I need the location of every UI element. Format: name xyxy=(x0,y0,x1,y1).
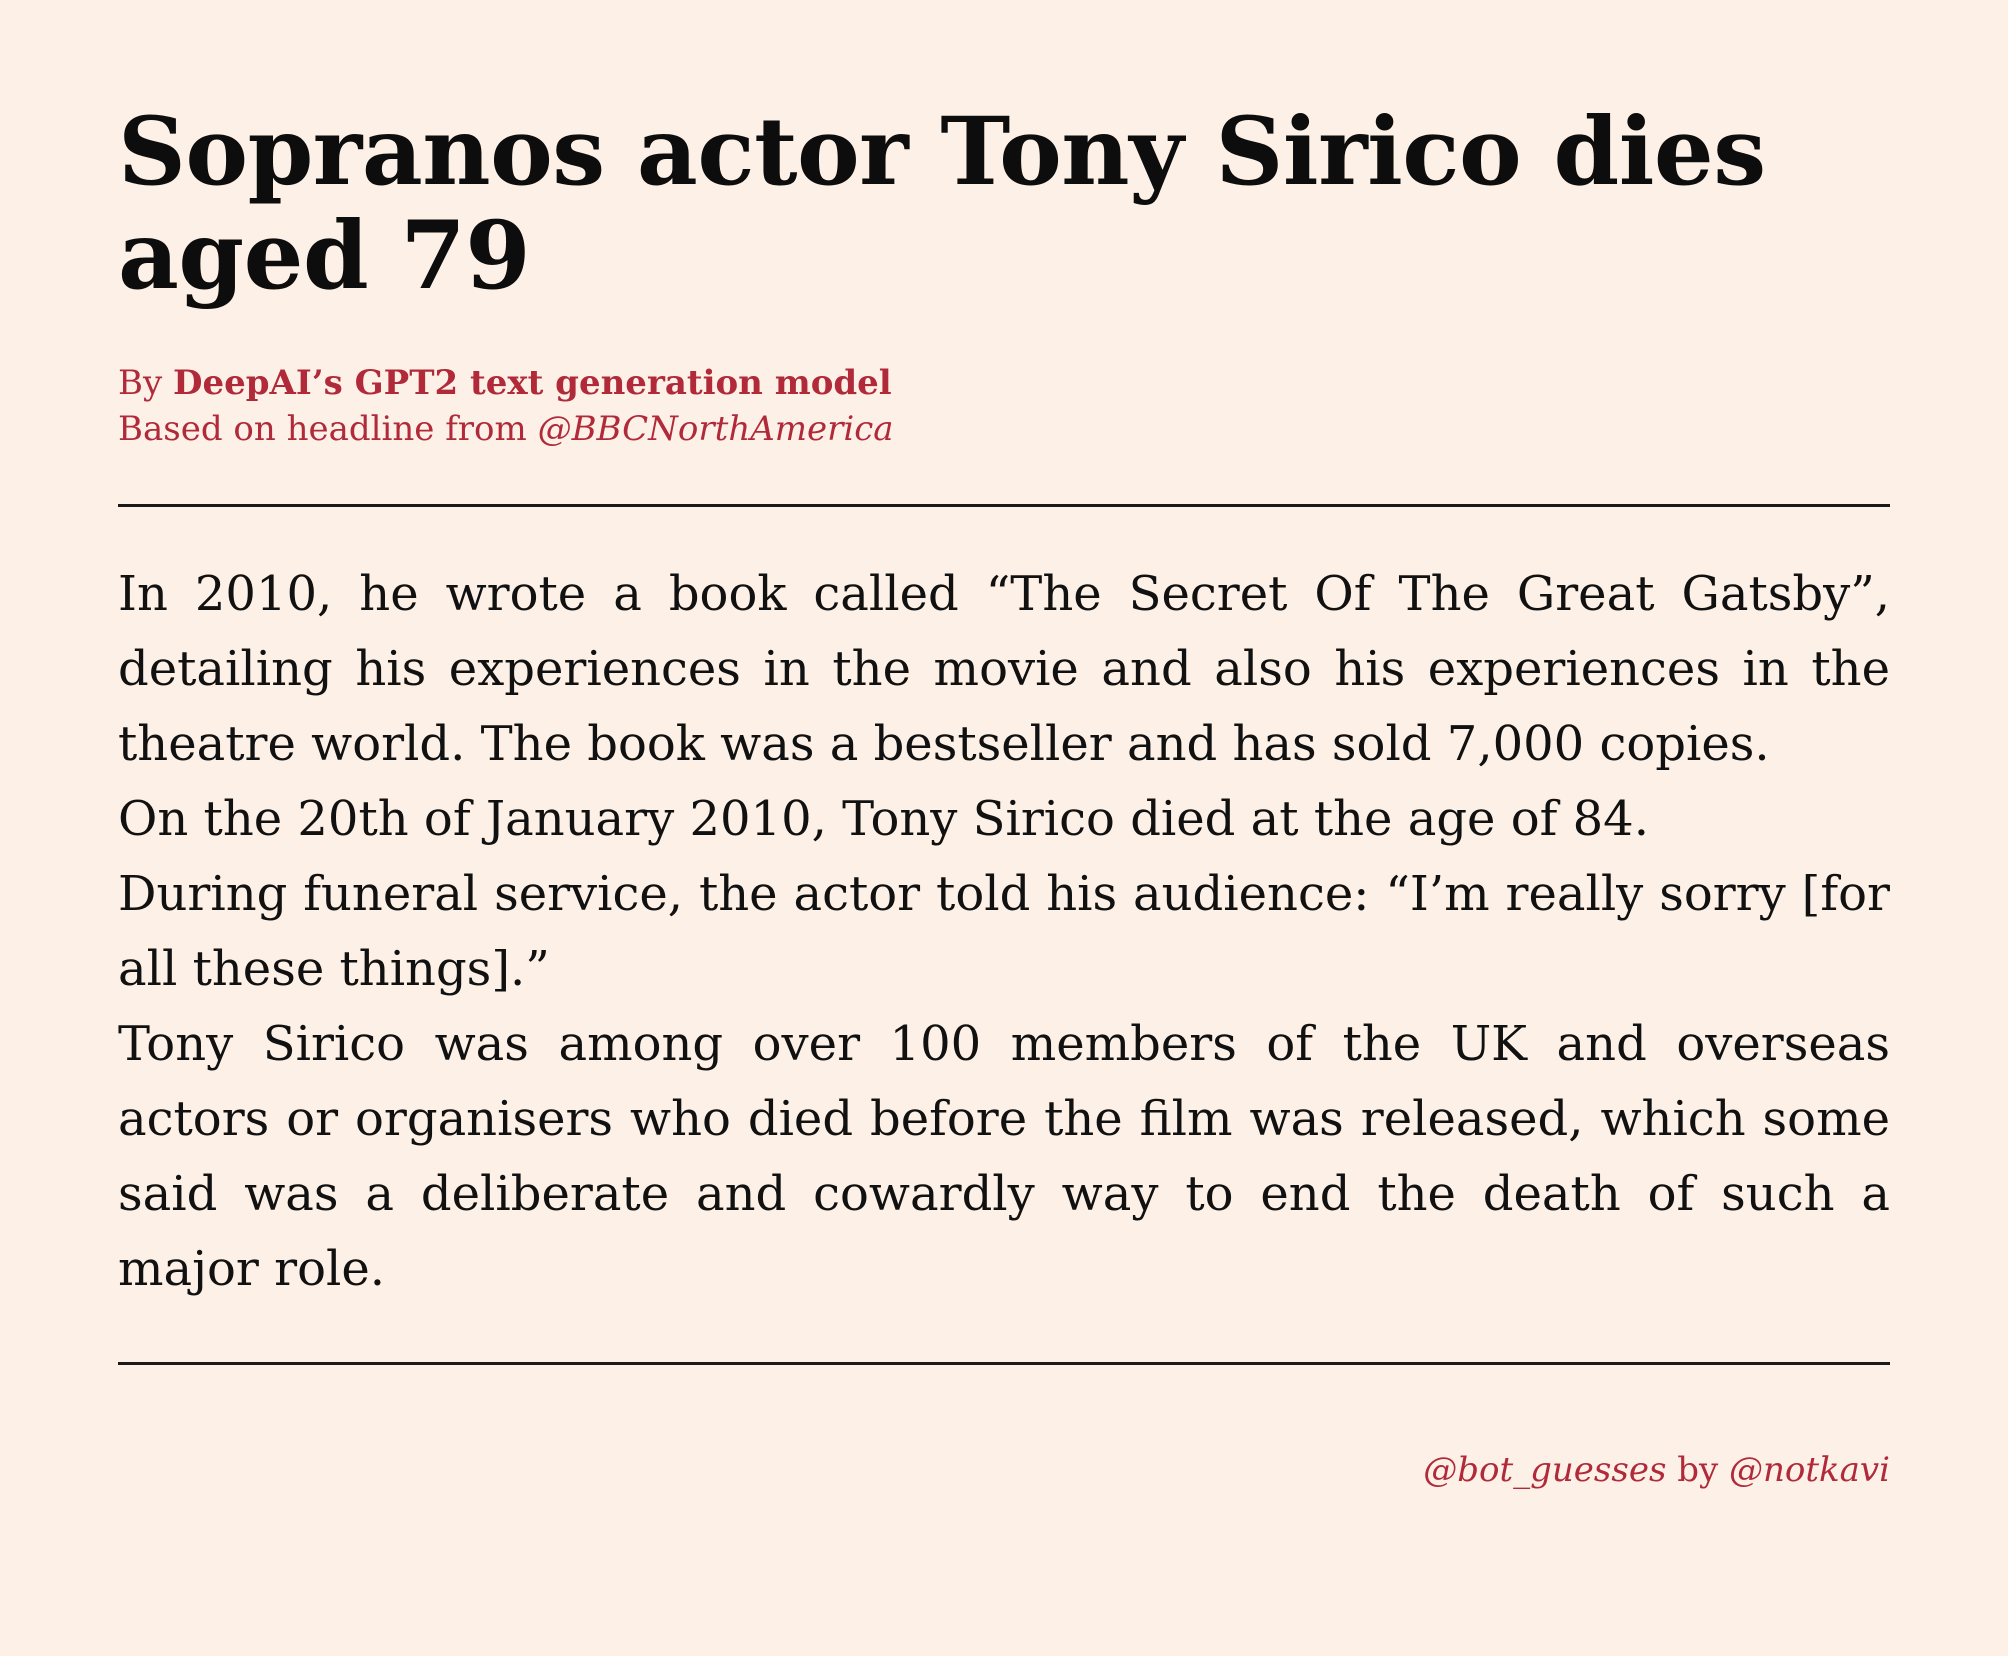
headline: Sopranos actor Tony Sirico dies aged 79 xyxy=(118,97,1766,311)
footer-credit: @bot_guesses by @notkavi xyxy=(1423,1450,1890,1490)
top-divider xyxy=(118,504,1890,507)
byline: By DeepAI’s GPT2 text generation model B… xyxy=(118,360,1890,452)
bottom-divider xyxy=(118,1362,1890,1365)
creator-handle-link[interactable]: @notkavi xyxy=(1729,1450,1890,1490)
based-on-prefix: Based on headline from xyxy=(118,409,538,449)
bot-handle-link[interactable]: @bot_guesses xyxy=(1423,1450,1667,1490)
author-line: By DeepAI’s GPT2 text generation model xyxy=(118,360,1890,406)
body-paragraph: Tony Sirico was among over 100 members o… xyxy=(118,1016,1890,1297)
by-word: by xyxy=(1666,1450,1729,1490)
by-prefix: By xyxy=(118,363,174,403)
body-paragraph: During funeral service, the actor told h… xyxy=(118,866,1890,997)
source-line: Based on headline from @BBCNorthAmerica xyxy=(118,406,1890,452)
body-paragraph: On the 20th of January 2010, Tony Sirico… xyxy=(118,791,1649,847)
body-paragraph: In 2010, he wrote a book called “The Sec… xyxy=(118,566,1890,772)
article-body: In 2010, he wrote a book called “The Sec… xyxy=(118,557,1890,1307)
source-handle-link[interactable]: @BBCNorthAmerica xyxy=(537,409,894,449)
author-name: DeepAI’s GPT2 text generation model xyxy=(173,363,892,403)
